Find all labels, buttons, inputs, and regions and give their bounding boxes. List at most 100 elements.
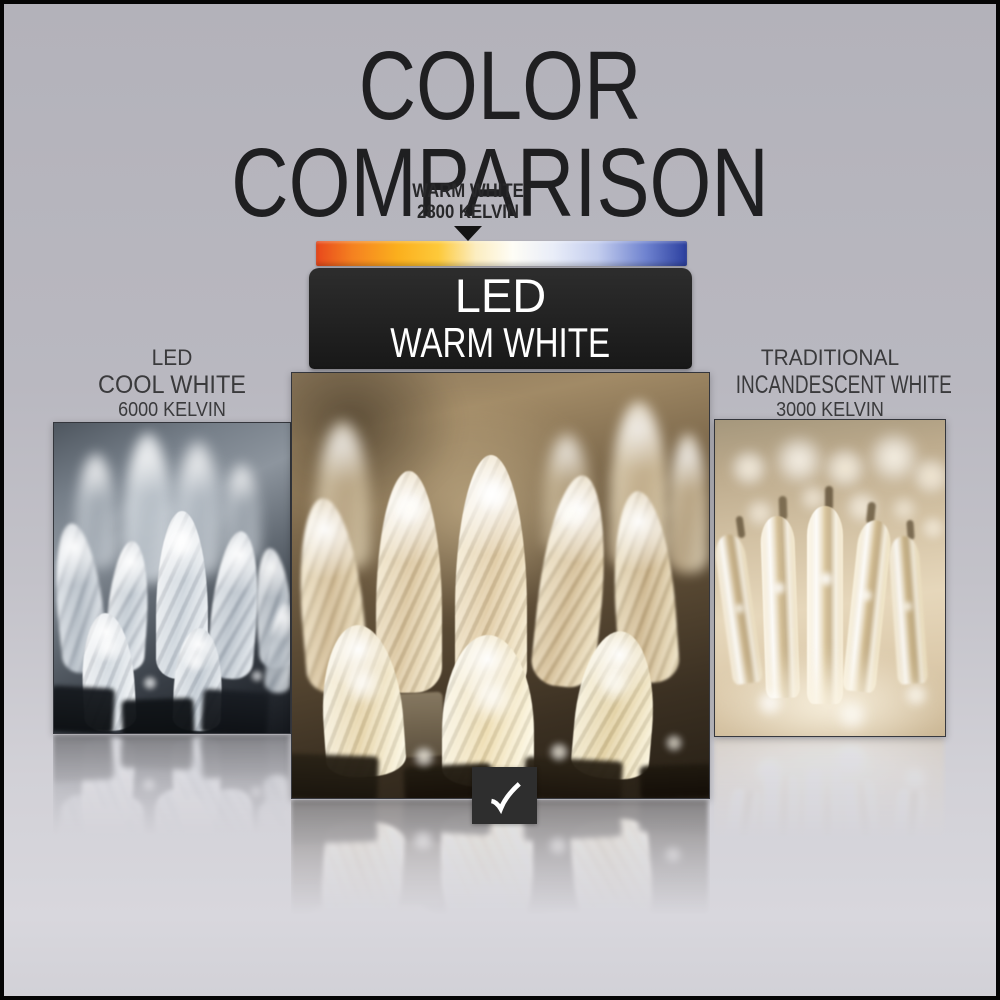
photo-deco-bulb xyxy=(204,787,264,875)
photo-deco-dot xyxy=(902,766,928,792)
label-incandescent: TRADITIONAL INCANDESCENT WHITE 3000 KELV… xyxy=(706,345,954,422)
photo-deco-dot xyxy=(183,795,205,817)
photo-deco-bulb xyxy=(568,815,660,960)
photo-deco-dot xyxy=(891,496,917,522)
photo-deco-dot xyxy=(141,777,157,793)
incandescent-lights-photo xyxy=(715,420,945,736)
photo-deco-dot xyxy=(556,499,586,529)
pointer-label-line2: 2800 KELVIN xyxy=(417,202,520,223)
photo-deco-dot xyxy=(729,448,769,488)
photo-deco-dot xyxy=(95,807,121,833)
photo-deco-dot xyxy=(394,493,426,525)
photo-deco-tube xyxy=(806,770,842,878)
panel-warm-white-photo xyxy=(291,372,710,799)
photo-deco-dot xyxy=(901,600,914,613)
photo-deco-dot xyxy=(184,651,206,673)
photo-deco-dot xyxy=(771,580,787,596)
kelvin-scale: WARM WHITE 2800 KELVIN xyxy=(316,181,687,267)
photo-deco-sock xyxy=(54,685,116,733)
label-cool-white: LED COOL WHITE 6000 KELVIN xyxy=(53,345,291,422)
photo-deco-sock xyxy=(735,515,746,539)
photo-deco-bulb xyxy=(262,773,289,867)
banner-subtitle: WARM WHITE xyxy=(390,319,611,367)
photo-deco-dot xyxy=(859,588,874,603)
photo-deco-dot xyxy=(250,669,264,683)
panel-incandescent-photo xyxy=(714,419,946,737)
photo-deco-dot xyxy=(142,675,158,691)
photo-deco-sock xyxy=(53,735,115,783)
photo-deco-bulb xyxy=(528,908,614,960)
photo-deco-sock xyxy=(121,697,195,733)
photo-deco-dot xyxy=(249,785,263,799)
photo-deco-sock xyxy=(291,800,378,845)
photo-deco-dot xyxy=(476,477,512,513)
label-cool-white-line2: COOL WHITE xyxy=(98,371,246,399)
kelvin-gradient-bar xyxy=(316,241,687,266)
photo-deco-tube xyxy=(886,789,928,878)
photo-deco-sock xyxy=(200,688,270,733)
photo-deco-bulb xyxy=(155,789,207,875)
photo-deco-bulb xyxy=(250,798,289,875)
photo-deco-bulb xyxy=(441,811,533,960)
photo-deco-sock xyxy=(638,800,708,835)
photo-deco-dot xyxy=(817,570,835,588)
photo-deco-dot xyxy=(823,446,867,490)
photo-deco-bulb xyxy=(77,735,137,857)
photo-deco-dot xyxy=(467,877,515,925)
label-incandescent-line1: TRADITIONAL xyxy=(760,345,900,370)
photo-deco-dot xyxy=(663,845,683,865)
photo-deco-bulb xyxy=(53,793,109,875)
incandescent-lights-photo xyxy=(714,738,944,878)
photo-deco-dot xyxy=(755,688,785,718)
selected-check-badge xyxy=(472,767,537,824)
photo-deco-dot xyxy=(596,665,634,703)
selected-type-banner: LED WARM WHITE xyxy=(309,268,692,369)
photo-deco-dot xyxy=(903,682,929,708)
warm-white-lights-photo xyxy=(291,800,708,960)
reflection-cool-white xyxy=(53,735,291,875)
photo-deco-tube xyxy=(714,788,763,878)
photo-deco-bulb xyxy=(102,795,152,875)
panel-cool-white-photo xyxy=(53,422,291,734)
photo-deco-dot xyxy=(921,516,945,540)
photo-deco-tube xyxy=(841,780,892,878)
photo-deco-tube xyxy=(758,775,800,878)
photo-deco-dot xyxy=(412,745,436,769)
photo-deco-dot xyxy=(96,635,122,661)
photo-deco-bulb xyxy=(606,913,680,960)
photo-deco-bulb xyxy=(315,818,407,960)
photo-deco-dot xyxy=(411,829,435,853)
label-cool-white-line1: LED xyxy=(151,345,193,370)
photo-deco-dot xyxy=(732,859,745,872)
label-incandescent-line2: INCANDESCENT WHITE xyxy=(735,371,952,399)
banner-title: LED xyxy=(454,269,547,323)
photo-deco-dot xyxy=(468,673,516,721)
photo-deco-dot xyxy=(664,733,684,753)
photo-deco-bulb xyxy=(454,901,526,960)
photo-deco-dot xyxy=(547,835,569,857)
photo-deco-dot xyxy=(858,871,873,878)
photo-deco-sock xyxy=(385,839,445,907)
photo-deco-bulb xyxy=(291,902,370,960)
photo-deco-dot xyxy=(754,756,784,786)
cool-white-lights-photo xyxy=(54,423,290,733)
checkmark-icon xyxy=(490,781,521,814)
photo-deco-dot xyxy=(911,456,945,496)
pointer-label-line1: WARM WHITE xyxy=(412,181,524,202)
label-cool-white-line3: 6000 KELVIN xyxy=(118,399,226,421)
cool-white-lights-photo xyxy=(53,735,289,875)
photo-deco-sock xyxy=(120,735,194,771)
photo-deco-dot xyxy=(834,742,868,776)
reflection-incandescent xyxy=(714,738,946,878)
photo-deco-dot xyxy=(773,434,825,486)
photo-deco-dot xyxy=(168,531,196,559)
photo-deco-dot xyxy=(595,895,633,933)
photo-deco-sock xyxy=(639,763,709,798)
pointer-arrow-icon xyxy=(454,226,483,241)
photo-deco-bulb xyxy=(375,905,441,960)
photo-deco-sock xyxy=(825,486,833,510)
photo-deco-dot xyxy=(548,741,570,763)
photo-deco-dot xyxy=(341,893,383,935)
photo-deco-sock xyxy=(292,753,379,798)
page-title: COLOR COMPARISON xyxy=(231,31,769,237)
